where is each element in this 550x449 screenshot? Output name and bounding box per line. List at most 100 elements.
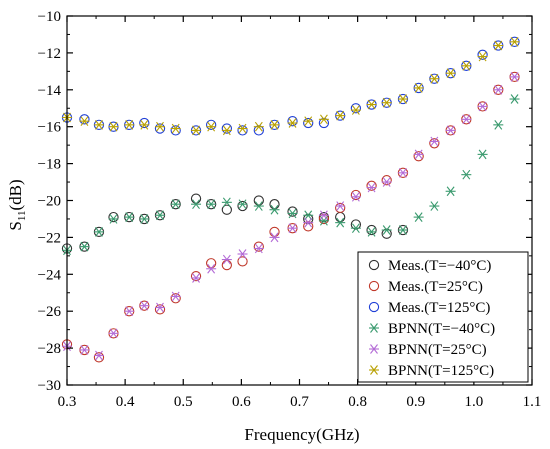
data-point — [269, 120, 280, 130]
data-point — [350, 105, 361, 115]
data-point — [366, 99, 377, 110]
data-point — [318, 117, 330, 129]
legend-marker — [368, 280, 380, 292]
data-point — [318, 114, 329, 125]
data-point — [397, 225, 408, 235]
data-point — [493, 84, 504, 95]
data-point — [287, 206, 298, 217]
data-point — [170, 199, 181, 210]
data-point — [269, 232, 280, 243]
data-point — [413, 212, 424, 222]
data-point — [493, 120, 504, 130]
data-point — [335, 211, 346, 223]
axes: 0.3 0.4 0.5 0.6 0.7 0.8 0.9 1.0 1.1 −30 −28 −26 −24 −… — [38, 9, 542, 410]
data-point — [335, 201, 346, 211]
data-point — [303, 213, 314, 225]
data-point — [253, 121, 264, 132]
x-tick-label: 1.0 — [465, 394, 484, 410]
data-point — [205, 258, 217, 269]
data-point — [335, 217, 346, 228]
data-point — [350, 189, 362, 201]
data-point — [190, 270, 202, 282]
data-point — [366, 182, 377, 193]
data-point — [154, 304, 166, 315]
data-point — [269, 199, 280, 210]
data-point — [221, 123, 232, 134]
data-point — [93, 350, 104, 361]
legend-marker — [369, 344, 379, 354]
data-point — [221, 259, 232, 271]
data-point — [155, 210, 165, 221]
data-point — [429, 138, 440, 149]
data-point — [350, 103, 362, 114]
data-point — [477, 101, 488, 112]
data-point — [221, 197, 232, 208]
data-point — [206, 121, 217, 132]
legend-marker — [369, 323, 379, 333]
data-point — [191, 273, 202, 283]
y-tick-label: −20 — [38, 194, 61, 210]
legend-marker — [368, 259, 380, 271]
y-tick-label: −26 — [38, 304, 62, 320]
data-point — [253, 243, 264, 254]
data-point — [477, 149, 488, 160]
data-point — [139, 120, 150, 130]
data-point — [461, 169, 472, 180]
data-point — [287, 118, 298, 128]
data-point — [93, 352, 105, 363]
data-point — [79, 241, 90, 252]
data-point — [154, 123, 166, 134]
x-axis-label: Frequency(GHz) — [244, 425, 359, 444]
data-point — [350, 191, 361, 202]
data-point — [477, 51, 488, 62]
data-point — [461, 114, 472, 125]
data-point — [287, 116, 298, 127]
y-tick-label: −12 — [38, 46, 61, 62]
plot-area — [61, 36, 520, 363]
series-4 — [62, 72, 520, 361]
data-point — [350, 223, 361, 234]
data-point — [445, 125, 456, 136]
series-3 — [62, 94, 520, 256]
data-point — [269, 204, 280, 215]
y-tick-label: −18 — [38, 157, 61, 173]
data-point — [318, 213, 330, 225]
data-point — [221, 125, 232, 136]
data-point — [413, 151, 424, 162]
x-tick-label: 0.4 — [116, 394, 135, 410]
legend-label: Meas.(T=125°C) — [388, 300, 490, 316]
legend-label: BPNN(T=−40°C) — [388, 321, 495, 337]
data-point — [253, 201, 264, 211]
data-point — [237, 256, 248, 267]
data-point — [155, 121, 165, 132]
data-point — [303, 221, 314, 232]
data-point — [381, 225, 392, 235]
data-point — [366, 224, 377, 236]
data-point — [253, 125, 264, 136]
y-axis-label-main: S — [6, 221, 25, 230]
x-tick-label: 1.1 — [523, 394, 542, 410]
data-point — [124, 306, 135, 317]
data-point — [287, 208, 298, 219]
data-point — [170, 123, 181, 134]
data-point — [381, 228, 392, 239]
data-point — [205, 119, 217, 131]
data-point — [269, 226, 280, 238]
data-point — [79, 345, 90, 355]
data-point — [221, 204, 232, 215]
y-tick-label: −10 — [38, 9, 61, 25]
data-point — [191, 199, 202, 210]
data-point — [155, 302, 165, 313]
data-point — [79, 114, 90, 125]
legend: Meas.(T=−40°C) Meas.(T=25°C) Meas.(T=125°C… — [357, 251, 529, 383]
data-point — [366, 180, 377, 191]
x-tick-label: 0.9 — [406, 394, 425, 410]
data-point — [461, 60, 472, 71]
data-point — [237, 200, 248, 212]
data-point — [287, 223, 298, 234]
y-tick-label: −22 — [38, 230, 61, 246]
data-point — [237, 125, 248, 136]
data-point — [108, 214, 119, 224]
data-point — [253, 241, 264, 252]
